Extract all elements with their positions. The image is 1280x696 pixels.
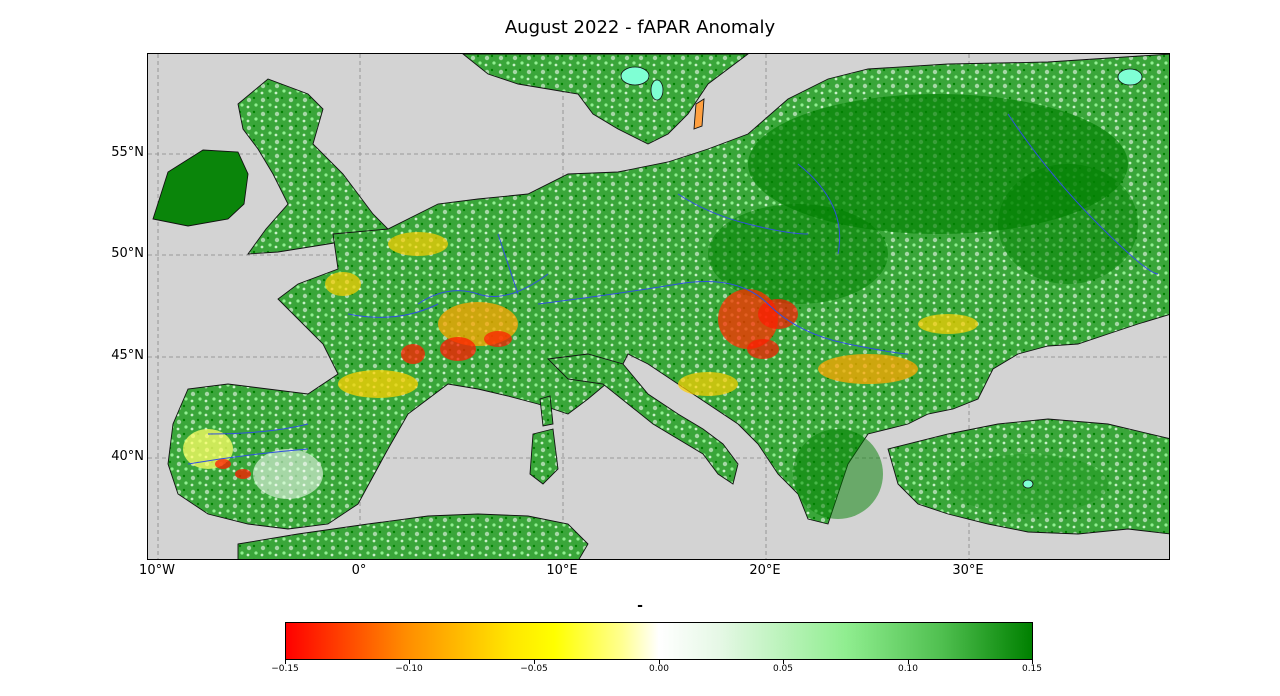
rivers <box>187 113 1159 465</box>
ireland-landmass <box>152 149 249 227</box>
lon-label-30e: 30°E <box>952 563 984 578</box>
map-title: August 2022 - fAPAR Anomaly <box>504 17 776 38</box>
colorbar-tick-label-zero: 0.00 <box>648 664 670 674</box>
europe-map <box>148 54 1169 559</box>
sardinia-island <box>529 428 559 485</box>
lake-ladoga <box>1117 68 1143 86</box>
great-britain-landmass <box>237 78 389 255</box>
colorbar-tick <box>783 660 784 664</box>
river-dnieper <box>1007 113 1159 275</box>
lat-label-55n: 55°N <box>111 145 144 160</box>
scandinavia-landmass <box>462 54 749 145</box>
map-plot-area <box>147 53 1170 560</box>
north-africa-landmass <box>237 513 589 559</box>
colorbar-tick <box>534 660 535 664</box>
colorbar-tick-label-max: 0.15 <box>1021 664 1043 674</box>
colorbar-tick <box>1032 660 1033 664</box>
colorbar-tick <box>409 660 410 664</box>
river-seine <box>417 273 549 305</box>
colorbar-tick-label: −0.05 <box>520 664 548 674</box>
italy-peninsula <box>547 353 739 485</box>
colorbar-tick-label: 0.10 <box>897 664 919 674</box>
lon-label-10e: 10°E <box>546 563 578 578</box>
gotland-island <box>693 98 705 130</box>
lake-vanern <box>620 66 650 86</box>
colorbar-tick <box>908 660 909 664</box>
river-danube <box>537 281 909 355</box>
lon-label-20e: 20°E <box>749 563 781 578</box>
colorbar-tick-label: −0.10 <box>395 664 423 674</box>
lat-label-40n: 40°N <box>111 449 144 464</box>
lat-label-50n: 50°N <box>111 246 144 261</box>
river-tagus <box>187 448 309 465</box>
colorbar-tick-label: 0.05 <box>772 664 794 674</box>
lat-label-45n: 45°N <box>111 348 144 363</box>
lake-tuz <box>1022 479 1034 489</box>
river-ebro <box>207 423 309 435</box>
corsica-island <box>539 395 554 427</box>
river-loire <box>347 303 439 318</box>
lon-label-0: 0° <box>351 563 367 578</box>
colorbar <box>285 622 1033 660</box>
colorbar-tick <box>659 660 660 664</box>
colorbar-tick-label-min: −0.15 <box>271 664 299 674</box>
river-rhine <box>497 233 519 295</box>
colorbar-tick <box>285 660 286 664</box>
lakes <box>620 66 1143 489</box>
colorbar-title: - <box>637 598 643 614</box>
river-vistula <box>797 163 841 255</box>
lake-vattern <box>650 79 664 101</box>
lon-label-10w: 10°W <box>139 563 175 578</box>
river-elbe <box>677 193 809 235</box>
